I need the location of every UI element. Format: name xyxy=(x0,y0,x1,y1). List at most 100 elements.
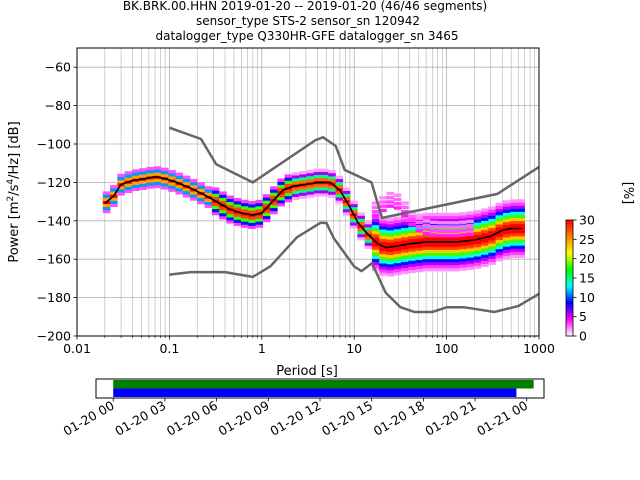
pdf-cell xyxy=(204,189,213,193)
pdf-cell xyxy=(357,237,365,241)
colorbar-label: [%] xyxy=(620,182,635,205)
pdf-cell xyxy=(495,239,504,243)
pdf-cell xyxy=(495,221,504,225)
pdf-cell xyxy=(299,195,307,199)
pdf-cell xyxy=(517,211,525,215)
pdf-cell xyxy=(139,180,147,184)
pdf-cell xyxy=(401,214,409,218)
pdf-cell xyxy=(248,204,256,208)
pdf-cell xyxy=(430,252,438,257)
pdf-cell xyxy=(182,181,191,186)
pdf-cell xyxy=(168,182,176,186)
pdf-cell xyxy=(153,169,162,173)
pdf-cell xyxy=(481,248,489,252)
pdf-cell xyxy=(517,217,525,222)
pdf-cell xyxy=(335,184,344,189)
pdf-cell xyxy=(481,214,489,218)
pdf-cell xyxy=(233,201,242,205)
pdf-cell xyxy=(328,176,336,180)
pdf-cell xyxy=(168,185,176,189)
pdf-cell xyxy=(502,252,511,256)
pdf-cell xyxy=(357,233,365,238)
pdf-cell xyxy=(262,209,271,213)
pdf-cell xyxy=(430,258,438,263)
pdf-cell xyxy=(466,245,475,249)
pdf-cell xyxy=(226,217,235,221)
pdf-cell xyxy=(401,209,409,214)
pdf-cell xyxy=(510,211,518,215)
pdf-cell xyxy=(190,197,198,201)
pdf-cell xyxy=(481,208,489,212)
pdf-cell xyxy=(510,217,518,222)
pdf-cell xyxy=(386,217,395,222)
pdf-cell xyxy=(371,252,380,256)
pdf-cell xyxy=(262,212,271,217)
pdf-cell xyxy=(153,184,162,189)
pdf-cell xyxy=(190,181,198,186)
pdf-cell xyxy=(379,196,387,200)
pdf-cell xyxy=(393,225,402,230)
pdf-cell xyxy=(313,174,322,179)
pdf-cell xyxy=(299,177,307,181)
pdf-cell xyxy=(386,230,395,234)
pdf-cell xyxy=(444,233,453,238)
pdf-cell xyxy=(131,175,140,179)
pdf-cell xyxy=(270,192,278,196)
pdf-cell xyxy=(422,255,431,260)
pdf-cell xyxy=(502,206,511,210)
pdf-cell xyxy=(146,173,154,177)
title-line-1: BK.BRK.00.HHN 2019-01-20 -- 2019-01-20 (… xyxy=(123,0,487,13)
pdf-cell xyxy=(517,245,525,249)
pdf-cell xyxy=(379,223,387,227)
pdf-cell xyxy=(451,237,460,241)
pdf-cell xyxy=(175,188,184,192)
pdf-cell xyxy=(313,168,322,172)
pdf-cell xyxy=(379,226,387,230)
pdf-cell xyxy=(226,220,235,224)
pdf-cell xyxy=(517,208,525,212)
pdf-cell xyxy=(401,205,409,210)
pdf-cell xyxy=(153,166,162,170)
pdf-cell xyxy=(124,174,133,178)
pdf-cell xyxy=(233,219,242,223)
pdf-cell xyxy=(110,185,118,189)
pdf-cell xyxy=(284,183,293,187)
coverage-bar xyxy=(113,380,534,389)
pdf-cell xyxy=(379,253,387,258)
pdf-cell xyxy=(393,253,402,257)
pdf-cell xyxy=(393,219,402,224)
pdf-cell xyxy=(408,263,416,267)
pdf-cell xyxy=(466,223,475,228)
pdf-cell xyxy=(451,229,460,234)
pdf-cell xyxy=(219,197,227,201)
pdf-cell xyxy=(408,226,416,231)
pdf-cell xyxy=(371,234,380,238)
pdf-cell xyxy=(495,254,504,259)
pdf-cell xyxy=(488,237,496,241)
pdf-cell xyxy=(466,219,475,224)
pdf-cell xyxy=(277,203,285,207)
timeline-tick-label: 01-20 06 xyxy=(164,398,220,439)
pdf-cell xyxy=(371,243,380,247)
pdf-cell xyxy=(401,230,409,235)
pdf-cell xyxy=(328,188,336,192)
psd-plot-area: 0.01 0.1 1 10 100 1000 −60 −80 −100 −120 −140 −160… xyxy=(6,47,555,379)
pdf-cell xyxy=(277,193,285,198)
colorbar-tick-label: 30 xyxy=(579,213,595,228)
pdf-cell xyxy=(430,264,438,269)
pdf-cell xyxy=(495,208,504,213)
pdf-cell xyxy=(277,181,285,185)
pdf-cell xyxy=(160,170,169,175)
pdf-cell xyxy=(437,212,445,217)
pdf-cell xyxy=(160,179,169,184)
pdf-cell xyxy=(495,236,504,240)
pdf-cell xyxy=(371,261,380,266)
pdf-cell xyxy=(459,242,467,247)
pdf-cell xyxy=(393,250,402,254)
pdf-cell xyxy=(284,198,293,203)
pdf-cell xyxy=(219,212,227,217)
pdf-cell xyxy=(306,169,315,174)
pdf-cell xyxy=(240,215,249,219)
pdf-cell xyxy=(182,175,191,180)
pdf-cell xyxy=(422,264,431,269)
